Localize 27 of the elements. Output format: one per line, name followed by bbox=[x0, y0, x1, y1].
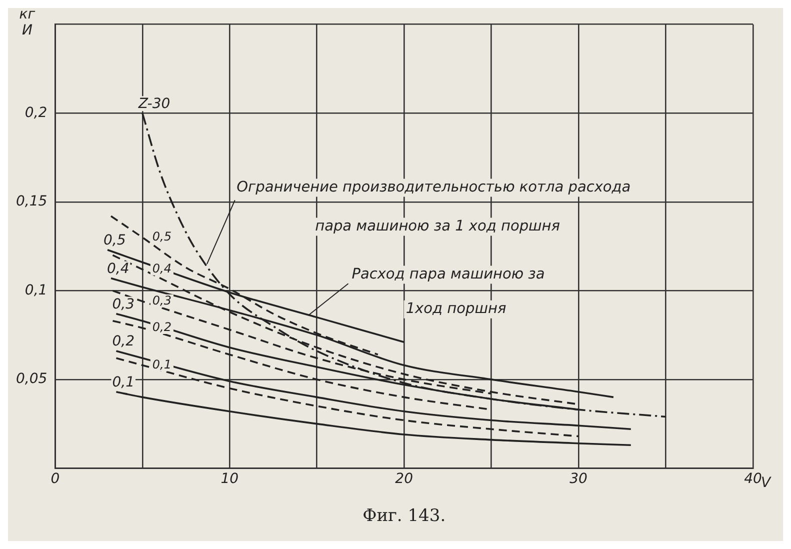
annotation: Ограничение производительностью котла расхода bbox=[236, 179, 631, 196]
x-tick-label: 10 bbox=[220, 471, 239, 488]
series-label: 0,2 bbox=[152, 320, 172, 334]
x-tick-label: 30 bbox=[570, 471, 588, 488]
series-label: 0,4 bbox=[107, 260, 130, 277]
series-label: 0,3 bbox=[112, 296, 134, 312]
series-label: 0,1 bbox=[152, 357, 172, 372]
y-tick-label: 0,1 bbox=[24, 282, 48, 298]
text: Фиг. 143. bbox=[362, 506, 446, 526]
y-tick-label: 0,15 bbox=[16, 194, 48, 210]
series-label: 0,2 bbox=[112, 334, 135, 350]
series-label: 0,4 bbox=[152, 262, 172, 276]
y-tick-label: 0,05 bbox=[16, 371, 48, 388]
y-tick-label: 0,2 bbox=[24, 104, 48, 121]
series-label: 0,1 bbox=[112, 374, 134, 391]
annotation: Расход пара машиною за bbox=[352, 266, 545, 282]
x-axis-title: V bbox=[761, 474, 772, 491]
x-tick-label: 20 bbox=[395, 471, 414, 488]
x-tick-label: 40 bbox=[744, 471, 762, 488]
annotation: пара машиною за 1 ход поршня bbox=[315, 218, 560, 235]
annotation: 1ход поршня bbox=[406, 301, 506, 318]
series-label: 0,3 bbox=[152, 293, 172, 308]
x-tick-label: 0 bbox=[50, 471, 60, 488]
y-axis-title: кг И bbox=[19, 6, 36, 39]
series-label: 0,5 bbox=[152, 230, 172, 244]
series-label: 0,5 bbox=[104, 232, 126, 248]
series-label: Z-30 bbox=[137, 96, 170, 112]
